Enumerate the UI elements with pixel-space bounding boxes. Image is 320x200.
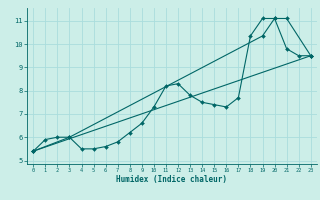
X-axis label: Humidex (Indice chaleur): Humidex (Indice chaleur) [116,175,228,184]
